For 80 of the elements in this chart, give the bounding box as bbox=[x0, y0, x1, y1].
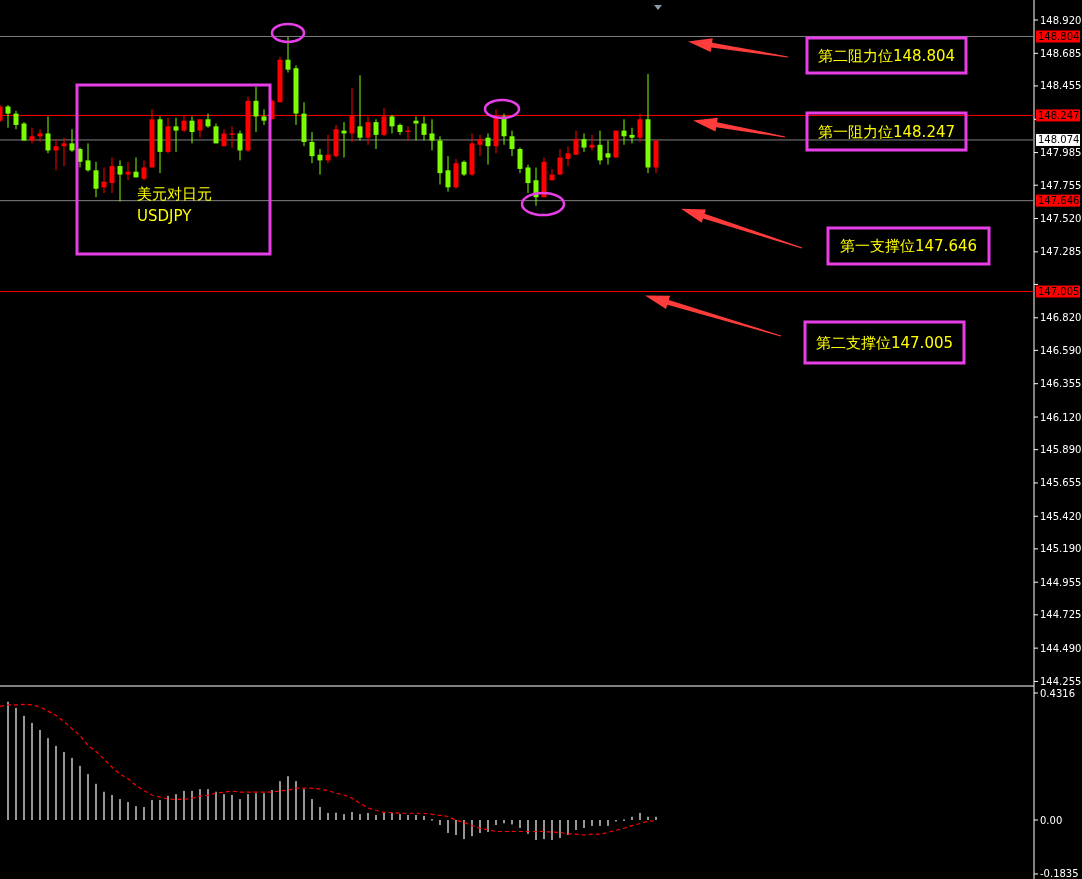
candlestick bbox=[285, 36, 291, 73]
candlestick bbox=[413, 115, 419, 142]
candlestick bbox=[93, 161, 99, 198]
y-tick-label: 144.255 bbox=[1040, 675, 1082, 687]
annotation: 第一支撑位147.646 bbox=[839, 237, 978, 256]
candlestick bbox=[13, 110, 19, 130]
y-tick-label: 145.420 bbox=[1040, 510, 1082, 522]
candlestick bbox=[509, 130, 515, 157]
candlestick bbox=[45, 115, 51, 154]
candlestick bbox=[205, 113, 211, 129]
candlestick bbox=[565, 145, 571, 167]
candlestick bbox=[261, 108, 267, 126]
y-tick-label: -0.1835 bbox=[1040, 868, 1079, 879]
y-tick-label: 0.4316 bbox=[1040, 687, 1075, 699]
y-tick-label: 148.455 bbox=[1040, 80, 1082, 92]
y-tick-label: 145.190 bbox=[1040, 543, 1082, 555]
candlestick bbox=[141, 159, 147, 181]
y-tick-label: 144.490 bbox=[1040, 642, 1082, 654]
line-series bbox=[0, 703, 657, 836]
candlestick bbox=[581, 132, 587, 153]
y-tick-label: 146.820 bbox=[1040, 312, 1082, 324]
y-tick-label: 148.920 bbox=[1040, 14, 1082, 26]
candlestick bbox=[61, 137, 67, 167]
candlestick bbox=[125, 161, 131, 181]
ref-line-label: 147.646 bbox=[1038, 195, 1080, 207]
candlestick bbox=[501, 113, 507, 146]
candlestick bbox=[357, 74, 363, 142]
candlestick bbox=[597, 130, 603, 166]
ref-line-label: 148.247 bbox=[1038, 109, 1080, 121]
y-tick-label: 145.655 bbox=[1040, 477, 1082, 489]
candlestick bbox=[445, 155, 451, 193]
annotation: 第一阻力位148.247 bbox=[817, 122, 956, 141]
candlestick bbox=[5, 104, 11, 129]
candlestick bbox=[557, 148, 563, 176]
y-tick-label: 146.120 bbox=[1040, 411, 1082, 423]
candlestick bbox=[237, 130, 243, 161]
annotation: 美元对日元 bbox=[137, 185, 212, 204]
candlestick bbox=[477, 134, 483, 157]
candlestick bbox=[189, 115, 195, 144]
annotation: 第二阻力位148.804 bbox=[817, 46, 956, 65]
candlestick bbox=[429, 118, 435, 151]
y-tick-label: 147.520 bbox=[1040, 213, 1082, 225]
y-tick-label: 0.00 bbox=[1040, 814, 1063, 826]
candlestick bbox=[37, 128, 43, 143]
y-tick-label: 147.285 bbox=[1040, 246, 1082, 258]
ref-line-label: 148.074 bbox=[1038, 134, 1080, 146]
candlestick bbox=[69, 128, 75, 153]
candlestick bbox=[109, 157, 115, 194]
candlestick bbox=[525, 164, 531, 194]
ref-line-label: 147.005 bbox=[1038, 286, 1080, 298]
candlestick bbox=[21, 121, 27, 142]
y-tick-label: 147.755 bbox=[1040, 179, 1082, 191]
candlestick bbox=[85, 142, 91, 173]
annotation: USDJPY bbox=[137, 207, 193, 226]
annotation: 第二支撑位147.005 bbox=[815, 333, 954, 352]
candlestick bbox=[309, 131, 315, 164]
candlestick bbox=[589, 134, 595, 151]
candlestick bbox=[173, 117, 179, 153]
y-tick-label: 145.890 bbox=[1040, 444, 1082, 456]
y-tick-label: 147.985 bbox=[1040, 147, 1082, 159]
candlestick bbox=[29, 127, 35, 144]
candlestick bbox=[117, 159, 123, 202]
candlestick bbox=[253, 86, 259, 133]
y-tick-label: 146.590 bbox=[1040, 344, 1082, 356]
candlestick bbox=[629, 127, 635, 144]
candlestick bbox=[485, 132, 491, 166]
candlestick bbox=[229, 125, 235, 149]
candlestick bbox=[389, 114, 395, 134]
candlestick bbox=[573, 130, 579, 156]
candlestick bbox=[421, 115, 427, 142]
y-tick-label: 146.355 bbox=[1040, 378, 1082, 390]
candlestick bbox=[517, 147, 523, 174]
y-tick-label: 144.725 bbox=[1040, 609, 1082, 621]
y-tick-label: 144.955 bbox=[1040, 576, 1082, 588]
candlestick bbox=[53, 138, 59, 171]
candlestick bbox=[197, 118, 203, 139]
y-tick-label: 148.685 bbox=[1040, 47, 1082, 59]
ref-line-label: 148.804 bbox=[1038, 30, 1080, 42]
candlestick bbox=[605, 140, 611, 166]
candlestick bbox=[373, 118, 379, 150]
